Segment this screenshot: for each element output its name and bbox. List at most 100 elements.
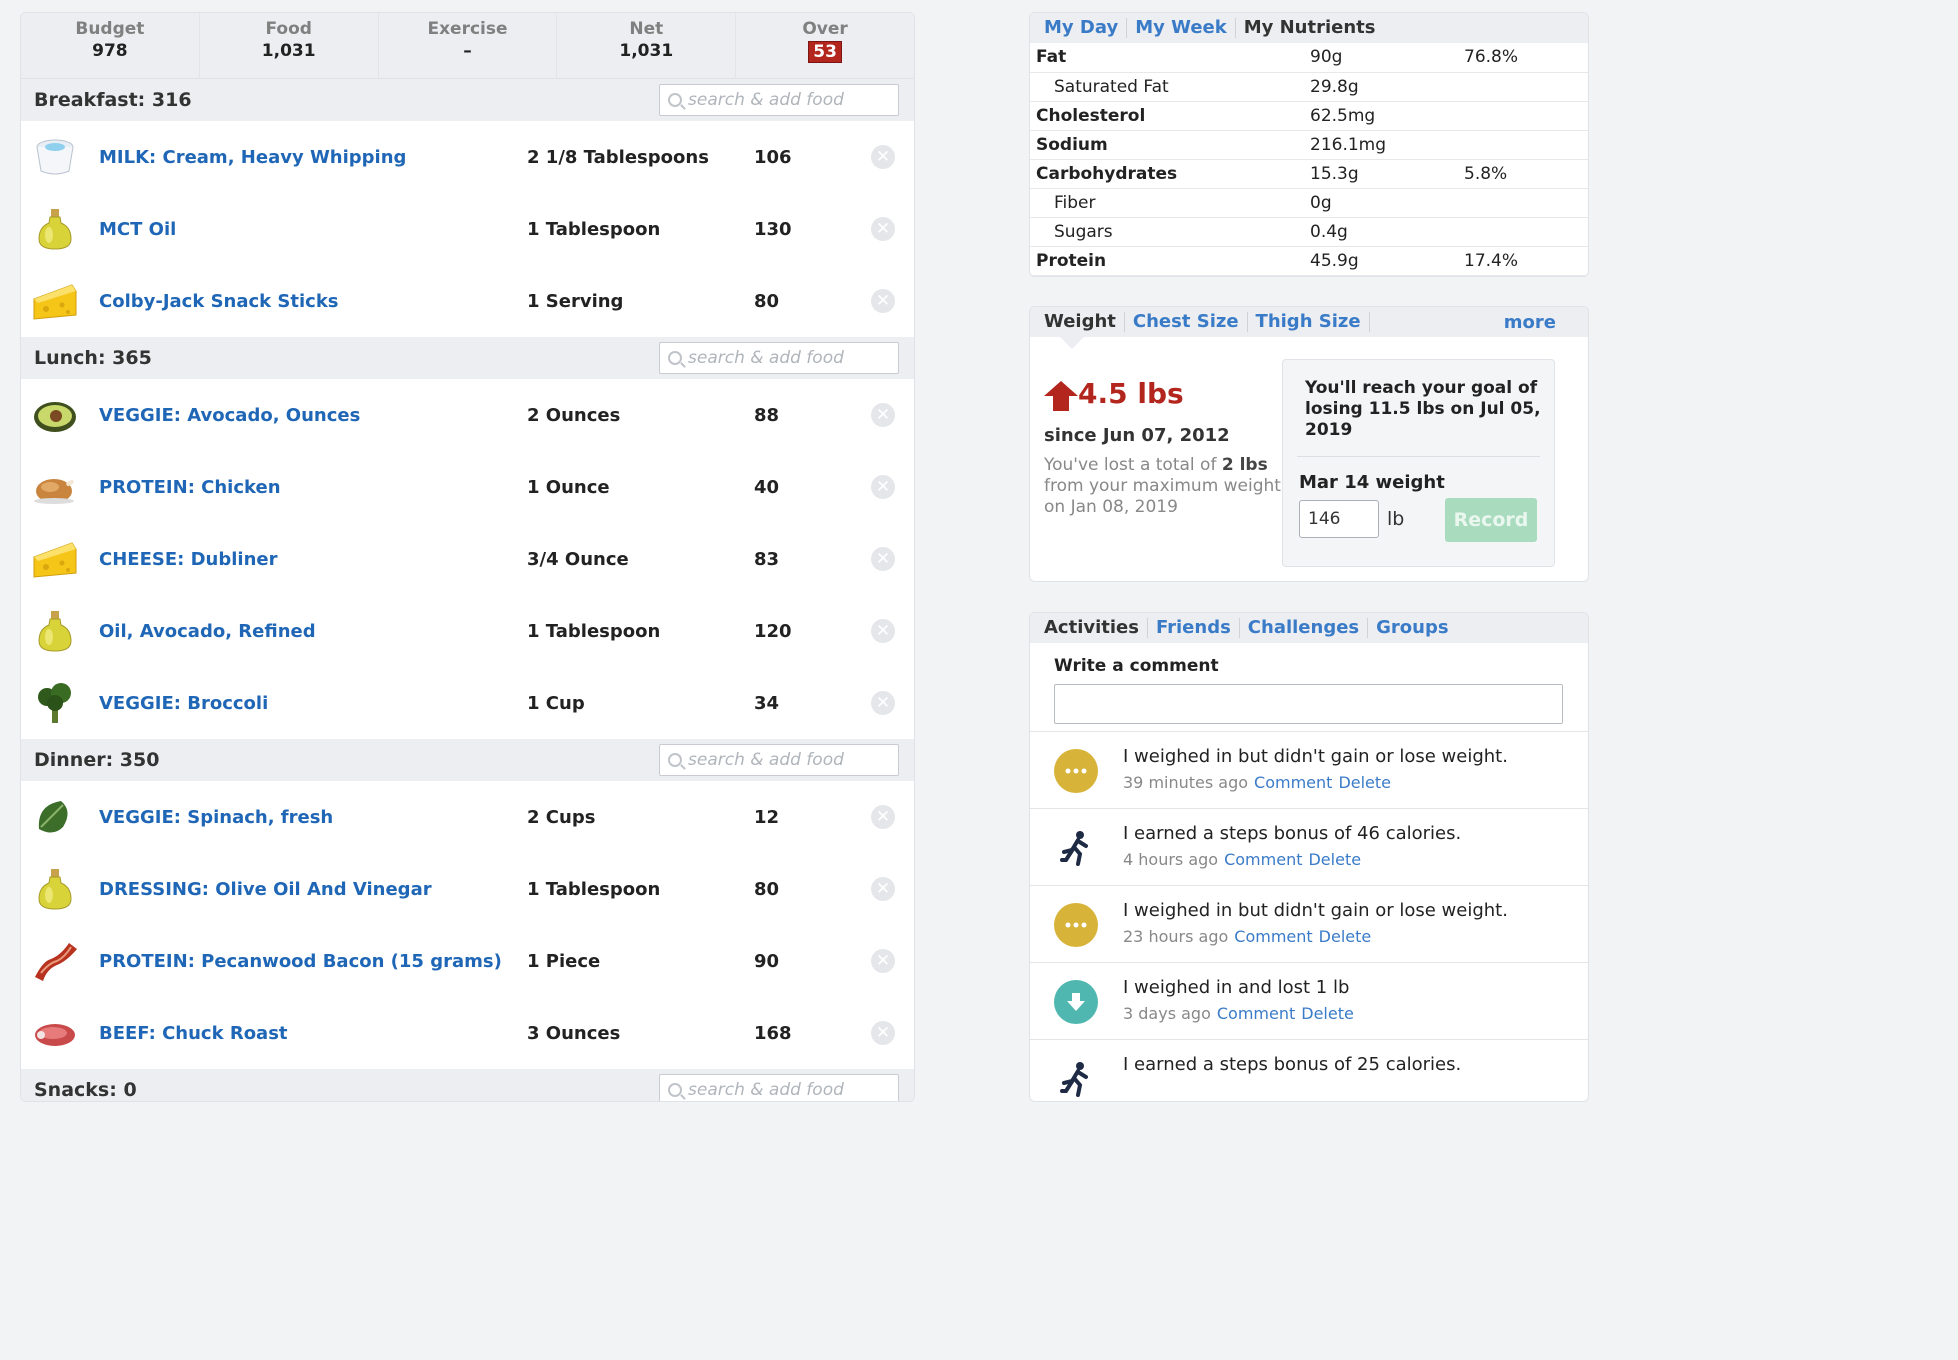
- food-amount: 1 Piece: [527, 950, 601, 972]
- comment-link[interactable]: Comment: [1234, 927, 1313, 946]
- delete-entry-icon[interactable]: ✕: [871, 547, 895, 571]
- nutrient-row: Carbohydrates 15.3g 5.8%: [1030, 159, 1588, 189]
- food-name-link[interactable]: CHEESE: Dubliner: [99, 548, 278, 570]
- food-name-link[interactable]: DRESSING: Olive Oil And Vinegar: [99, 878, 432, 900]
- tab-my-nutrients[interactable]: My Nutrients: [1243, 17, 1376, 38]
- search-add-food-box[interactable]: [659, 1074, 899, 1101]
- goal-box: You'll reach your goal of losing 11.5 lb…: [1282, 359, 1555, 567]
- food-entry-row: DRESSING: Olive Oil And Vinegar 1 Tablesp…: [21, 853, 914, 925]
- nutrient-value: 15.3g: [1310, 159, 1464, 189]
- activity-item: I weighed in and lost 1 lb 3 days ago Comm…: [1030, 962, 1588, 1039]
- delete-entry-icon[interactable]: ✕: [871, 949, 895, 973]
- activity-time: 39 minutes ago: [1123, 773, 1249, 792]
- spinach-icon: [31, 793, 79, 841]
- food-calories: 90: [754, 950, 780, 972]
- search-add-food-input[interactable]: [688, 348, 888, 368]
- ellipsis-icon: [1054, 903, 1098, 947]
- nutrient-value: 0.4g: [1310, 217, 1464, 247]
- weight-lost-description: You've lost a total of 2 lbs from your m…: [1044, 455, 1281, 517]
- food-name-link[interactable]: Colby-Jack Snack Sticks: [99, 290, 339, 312]
- delete-entry-icon[interactable]: ✕: [871, 145, 895, 169]
- ellipsis-icon: [1054, 749, 1098, 793]
- search-add-food-box[interactable]: [659, 744, 899, 776]
- food-entry-row: Oil, Avocado, Refined 1 Tablespoon 120 ✕: [21, 595, 914, 667]
- nutrient-value: 216.1mg: [1310, 130, 1464, 160]
- more-link[interactable]: more: [1503, 312, 1556, 333]
- delete-entry-icon[interactable]: ✕: [871, 619, 895, 643]
- nutrient-percent: [1464, 101, 1588, 131]
- delete-entry-icon[interactable]: ✕: [871, 877, 895, 901]
- food-name-link[interactable]: VEGGIE: Avocado, Ounces: [99, 404, 361, 426]
- cheese-icon: [31, 535, 79, 583]
- tab-my-week[interactable]: My Week: [1127, 18, 1236, 38]
- delete-entry-icon[interactable]: ✕: [871, 475, 895, 499]
- delete-link[interactable]: Delete: [1301, 1004, 1354, 1023]
- tab-challenges[interactable]: Challenges: [1240, 618, 1369, 638]
- tab-groups[interactable]: Groups: [1376, 617, 1449, 638]
- delete-entry-icon[interactable]: ✕: [871, 403, 895, 427]
- search-add-food-input[interactable]: [688, 90, 888, 110]
- weight-tabs: Weight Chest Size Thigh Size more: [1030, 307, 1588, 337]
- over-label: Over: [802, 19, 848, 39]
- net-summary: Net 1,031: [557, 13, 737, 78]
- search-add-food-input[interactable]: [688, 750, 888, 770]
- activity-item: I earned a steps bonus of 25 calories.: [1030, 1039, 1588, 1101]
- delete-entry-icon[interactable]: ✕: [871, 217, 895, 241]
- food-name-link[interactable]: BEEF: Chuck Roast: [99, 1022, 288, 1044]
- food-log-panel: Budget 978 Food 1,031 Exercise – Net 1,0…: [20, 12, 915, 1102]
- food-calories: 80: [754, 878, 780, 900]
- comment-link[interactable]: Comment: [1224, 850, 1303, 869]
- food-name-link[interactable]: MILK: Cream, Heavy Whipping: [99, 146, 407, 168]
- activity-text: I weighed in and lost 1 lb: [1123, 977, 1350, 998]
- food-name-link[interactable]: PROTEIN: Chicken: [99, 476, 281, 498]
- down-arrow-icon: [1054, 980, 1098, 1024]
- delete-entry-icon[interactable]: ✕: [871, 1021, 895, 1045]
- comment-link[interactable]: Comment: [1254, 773, 1333, 792]
- food-name-link[interactable]: VEGGIE: Broccoli: [99, 692, 269, 714]
- food-entry-row: VEGGIE: Avocado, Ounces 2 Ounces 88 ✕: [21, 379, 914, 451]
- delete-link[interactable]: Delete: [1308, 850, 1362, 869]
- food-calories: 40: [754, 476, 780, 498]
- exercise-label: Exercise: [427, 19, 508, 39]
- food-calories: 168: [754, 1022, 792, 1044]
- delete-link[interactable]: Delete: [1338, 773, 1392, 792]
- search-icon: [668, 93, 682, 107]
- food-calories: 106: [754, 146, 792, 168]
- tab-activities[interactable]: Activities: [1036, 618, 1148, 638]
- activity-text: I earned a steps bonus of 46 calories.: [1123, 823, 1462, 844]
- tab-thigh-size[interactable]: Thigh Size: [1248, 312, 1370, 332]
- comment-input[interactable]: [1054, 684, 1563, 724]
- food-amount: 1 Ounce: [527, 476, 610, 498]
- nutrient-label: Carbohydrates: [1030, 159, 1310, 189]
- delete-link[interactable]: Delete: [1318, 927, 1372, 946]
- tab-chest-size[interactable]: Chest Size: [1125, 312, 1248, 332]
- nutrient-row: Fiber 0g: [1030, 188, 1588, 218]
- food-name-link[interactable]: VEGGIE: Spinach, fresh: [99, 806, 334, 828]
- food-name-link[interactable]: PROTEIN: Pecanwood Bacon (15 grams): [99, 950, 502, 972]
- record-button[interactable]: Record: [1445, 498, 1537, 542]
- tab-friends[interactable]: Friends: [1148, 618, 1240, 638]
- tab-my-day[interactable]: My Day: [1036, 18, 1128, 38]
- search-add-food-input[interactable]: [688, 1080, 888, 1100]
- food-calories: 130: [754, 218, 792, 240]
- food-amount: 1 Tablespoon: [527, 620, 661, 642]
- oil-bottle-icon: [31, 607, 79, 655]
- comment-link[interactable]: Comment: [1216, 1004, 1296, 1023]
- delete-entry-icon[interactable]: ✕: [871, 691, 895, 715]
- delete-entry-icon[interactable]: ✕: [871, 289, 895, 313]
- search-add-food-box[interactable]: [659, 342, 899, 374]
- meal-header: Lunch: 365: [21, 337, 914, 379]
- search-add-food-box[interactable]: [659, 84, 899, 116]
- meal-header: Breakfast: 316: [21, 79, 914, 121]
- activity-tabs: Activities Friends Challenges Groups: [1030, 613, 1588, 643]
- tab-weight[interactable]: Weight: [1036, 312, 1125, 332]
- food-name-link[interactable]: MCT Oil: [99, 218, 177, 240]
- calorie-summary: Budget 978 Food 1,031 Exercise – Net 1,0…: [21, 13, 914, 79]
- delete-entry-icon[interactable]: ✕: [871, 805, 895, 829]
- food-name-link[interactable]: Oil, Avocado, Refined: [99, 620, 316, 642]
- weight-body: 4.5 lbs since Jun 07, 2012 You've lost a…: [1030, 337, 1588, 581]
- nutrient-value: 0g: [1310, 188, 1464, 218]
- weight-input[interactable]: [1299, 500, 1379, 538]
- weight-panel: Weight Chest Size Thigh Size more 4.5 lb…: [1029, 306, 1589, 582]
- food-amount: 1 Tablespoon: [527, 878, 661, 900]
